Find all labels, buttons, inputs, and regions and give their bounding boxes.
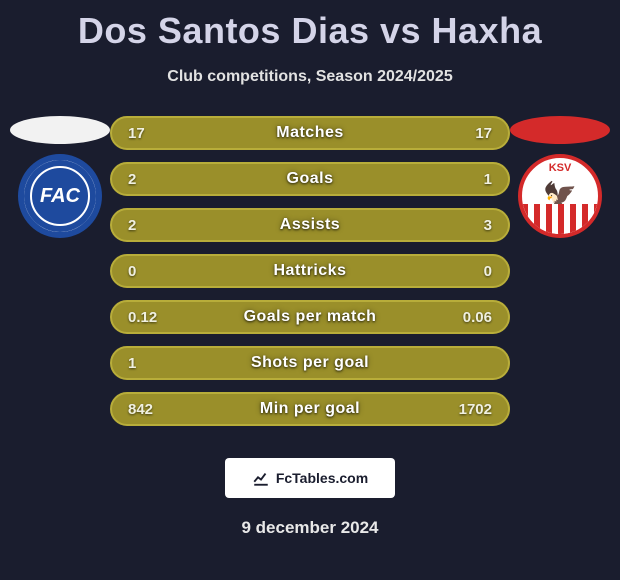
player-left-base [10, 116, 110, 144]
stat-label: Hattricks [112, 262, 508, 280]
player-left: FAC [10, 116, 110, 238]
stats-table: 17Matches17 2Goals1 2Assists3 0Hattricks0 0.… [110, 116, 510, 438]
player-right-base [510, 116, 610, 144]
stat-label: Assists [112, 216, 508, 234]
club-badge-right: KSV 🦅 [518, 154, 602, 238]
stat-row: 2Goals1 [110, 162, 510, 196]
stat-row: 0Hattricks0 [110, 254, 510, 288]
chart-icon [252, 469, 270, 487]
stat-row: 2Assists3 [110, 208, 510, 242]
stat-label: Matches [112, 124, 508, 142]
date-label: 9 december 2024 [0, 518, 620, 538]
club-code-right: KSV [522, 162, 598, 174]
stat-row: 0.12Goals per match0.06 [110, 300, 510, 334]
stat-row: 842Min per goal1702 [110, 392, 510, 426]
stat-row: 1Shots per goal [110, 346, 510, 380]
comparison-content: FAC KSV 🦅 17Matches17 2Goals1 2Assists3 0Ha… [0, 116, 620, 436]
site-name: FcTables.com [276, 470, 368, 486]
player-right: KSV 🦅 [510, 116, 610, 238]
page-title: Dos Santos Dias vs Haxha [0, 0, 620, 52]
stat-label: Shots per goal [112, 354, 508, 372]
stat-row: 17Matches17 [110, 116, 510, 150]
stat-label: Goals [112, 170, 508, 188]
stat-label: Goals per match [112, 308, 508, 326]
site-badge[interactable]: FcTables.com [225, 458, 395, 498]
club-badge-left: FAC [18, 154, 102, 238]
stat-label: Min per goal [112, 400, 508, 418]
subtitle: Club competitions, Season 2024/2025 [0, 68, 620, 86]
